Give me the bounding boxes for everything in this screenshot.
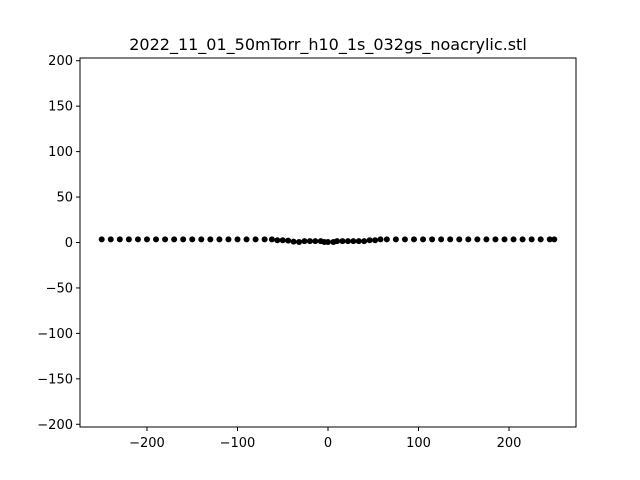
data-point: [189, 236, 196, 243]
data-point: [519, 236, 526, 243]
data-point: [447, 236, 454, 243]
x-tick-label: 200: [497, 436, 522, 451]
y-tick-label: −150: [37, 372, 73, 387]
y-tick-label: 0: [65, 236, 73, 251]
data-point: [125, 236, 132, 243]
chart-title: 2022_11_01_50mTorr_h10_1s_032gs_noacryli…: [129, 35, 527, 55]
data-point: [296, 239, 303, 246]
data-point: [350, 238, 357, 245]
y-tick-label: 150: [48, 100, 73, 115]
data-point: [274, 237, 281, 244]
data-point: [501, 236, 508, 243]
x-tick-label: 100: [406, 436, 431, 451]
x-axis-ticks: −200 −100 0 100 200: [129, 427, 521, 451]
data-point: [366, 237, 373, 244]
data-point: [207, 236, 214, 243]
data-point: [107, 236, 114, 243]
data-point: [116, 236, 123, 243]
data-point: [198, 236, 205, 243]
data-point: [290, 238, 297, 245]
data-point: [420, 236, 427, 243]
data-point: [361, 238, 368, 245]
plot-area-frame: [79, 57, 577, 428]
data-point: [401, 236, 408, 243]
data-point: [306, 238, 313, 245]
data-point: [537, 236, 544, 243]
data-point: [392, 236, 399, 243]
x-tick-label: −100: [220, 436, 256, 451]
data-point: [234, 236, 241, 243]
x-tick-label: 0: [324, 436, 332, 451]
y-tick-label: −100: [37, 327, 73, 342]
data-point: [438, 236, 445, 243]
data-point: [528, 236, 535, 243]
data-point: [551, 236, 558, 243]
data-point: [483, 236, 490, 243]
data-point: [372, 237, 379, 244]
data-point: [325, 239, 331, 246]
y-tick-label: −200: [37, 418, 73, 433]
data-point: [162, 236, 169, 243]
data-point: [492, 236, 499, 243]
y-tick-label: 200: [48, 54, 73, 69]
data-point: [216, 236, 223, 243]
data-point: [268, 236, 275, 243]
data-point: [98, 236, 105, 243]
data-point: [334, 238, 341, 245]
data-point: [410, 236, 417, 243]
data-markers: [98, 236, 558, 246]
y-tick-label: −50: [46, 281, 73, 296]
data-point: [355, 238, 362, 245]
data-point: [474, 236, 481, 243]
data-point: [180, 236, 187, 243]
data-point: [429, 236, 436, 243]
x-tick-label: −200: [129, 436, 165, 451]
data-point: [510, 236, 517, 243]
data-point: [134, 236, 141, 243]
data-point: [279, 237, 286, 244]
data-point: [301, 238, 308, 245]
data-point: [456, 236, 463, 243]
data-point: [465, 236, 472, 243]
data-point: [252, 236, 259, 243]
y-tick-label: 50: [56, 191, 73, 206]
data-point: [171, 236, 178, 243]
data-point: [546, 236, 553, 243]
y-axis-ticks: 200 150 100 50 0 −50 −100 −150 −200: [37, 54, 80, 433]
data-point: [153, 236, 160, 243]
data-point: [143, 236, 150, 243]
data-point: [344, 238, 351, 245]
data-point: [243, 236, 250, 243]
data-point: [383, 236, 390, 243]
data-point: [225, 236, 232, 243]
data-point: [377, 236, 384, 243]
y-tick-label: 100: [48, 145, 73, 160]
data-point: [339, 238, 346, 245]
data-point: [285, 237, 292, 244]
data-point: [261, 236, 268, 243]
data-point: [312, 238, 319, 245]
